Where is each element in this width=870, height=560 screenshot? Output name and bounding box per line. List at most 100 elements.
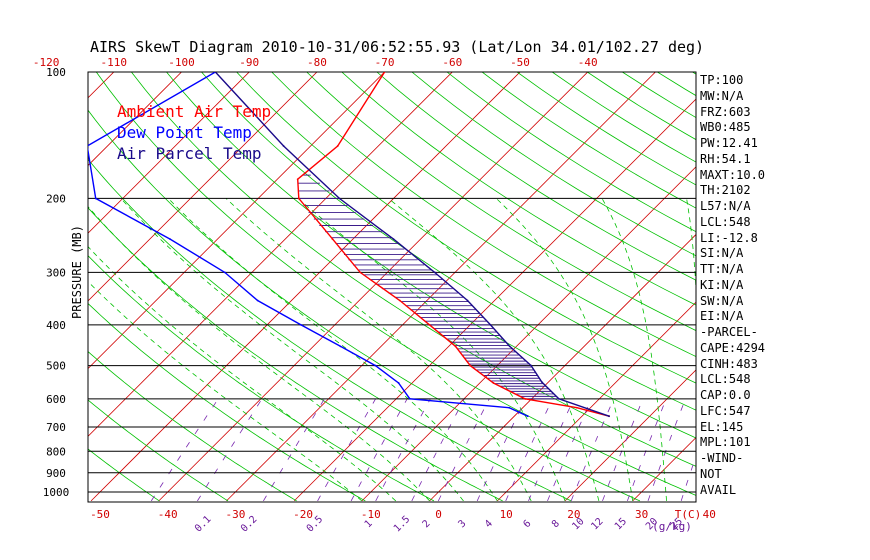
temp-tick-label: 30 <box>635 508 648 521</box>
isotherm-line <box>88 72 115 99</box>
mixing-ratio-line <box>647 398 686 502</box>
series-point <box>557 397 560 400</box>
index-item: MPL:101 <box>700 435 751 450</box>
legend-dewpoint: Dew Point Temp <box>117 123 252 142</box>
moist-adiabat <box>168 198 498 502</box>
isotherm-line <box>88 72 183 167</box>
isotherm-line <box>361 166 696 502</box>
chart-title: AIRS SkewT Diagram 2010-10-31/06:52:55.9… <box>90 38 704 56</box>
isotherm-line <box>836 53 870 501</box>
series-point <box>300 323 302 326</box>
pressure-tick-label: 500 <box>46 360 66 373</box>
top-temp-tick-label: -90 <box>239 56 259 69</box>
moist-adiabat <box>686 198 696 297</box>
mixing-ratio-label: 2 <box>421 518 433 530</box>
index-item: AVAIL <box>700 482 737 497</box>
pressure-tick-label: 600 <box>46 393 66 406</box>
index-item: RH:54.1 <box>700 151 751 166</box>
index-item: TH:2102 <box>700 183 751 198</box>
index-item: LI:-12.8 <box>700 230 758 245</box>
series-point <box>526 415 529 418</box>
pressure-tick-label: 700 <box>46 421 66 434</box>
index-item: PW:12.41 <box>700 136 758 150</box>
index-item: L57:N/A <box>700 199 751 213</box>
series-point <box>383 72 386 73</box>
dry-adiabat <box>88 399 229 502</box>
moist-adiabat <box>601 198 667 501</box>
isotherm-line <box>88 72 250 234</box>
mixing-ratio-label: 6 <box>522 518 534 530</box>
series-point <box>489 323 492 326</box>
indices-panel: TP:100 MW:N/A FRZ:603 WB0:485 PW:12.41 RH:54.… <box>700 73 765 498</box>
dry-adiabat <box>691 72 696 75</box>
index-item: LCL:548 <box>700 372 751 387</box>
dry-adiabat <box>95 72 696 496</box>
index-item: TT:N/A <box>700 262 744 276</box>
pressure-tick-label: 1000 <box>43 486 70 499</box>
index-item: WB0:485 <box>700 120 751 135</box>
top-temp-tick-label: -110 <box>101 56 128 69</box>
dry-adiabat <box>551 72 696 163</box>
series-point <box>428 323 431 326</box>
index-item: CAPE:4294 <box>700 340 766 355</box>
series-point <box>492 382 495 384</box>
dry-adiabat <box>200 72 696 411</box>
index-item: EL:145 <box>700 419 744 434</box>
dry-adiabat <box>411 72 696 257</box>
top-temp-tick-label: -50 <box>510 56 530 69</box>
pressure-tick-label: 300 <box>46 266 66 279</box>
series-point <box>466 299 469 302</box>
series-point <box>508 406 511 409</box>
series-point <box>297 197 300 200</box>
mixing-ratio-label: 1.5 <box>392 514 413 535</box>
mixing-ratio-line <box>375 398 431 502</box>
dry-adiabat <box>88 302 366 502</box>
moist-adiabat <box>225 198 532 502</box>
mixing-ratio-label: 4 <box>483 518 495 530</box>
series-point <box>392 238 395 241</box>
series-point <box>88 145 89 147</box>
series-point <box>408 397 411 400</box>
pressure-tick-label: 900 <box>46 467 66 480</box>
mixing-ratio-line <box>150 398 219 502</box>
temp-unit-label: T(C) <box>675 508 702 521</box>
series-point <box>256 299 259 302</box>
pressure-tick-label: 800 <box>46 445 66 458</box>
mixing-ratio-unit-label: (g/kg) <box>652 520 692 533</box>
series-point <box>339 345 342 348</box>
moist-adiabat <box>388 198 600 502</box>
y-axis-label: PRESSURE (MB) <box>70 225 84 319</box>
index-item: LFC:547 <box>700 403 751 418</box>
dry-adiabat <box>88 448 160 502</box>
index-item: LCL:548 <box>700 214 751 229</box>
dry-adiabat <box>88 109 641 502</box>
index-item: MAXT:10.0 <box>700 167 766 182</box>
top-temp-tick-label: -80 <box>307 56 327 69</box>
mixing-ratio-label: 12 <box>589 516 605 532</box>
series-point <box>469 364 472 367</box>
series-line-2 <box>214 72 610 417</box>
top-temp-tick-label: -100 <box>168 56 195 69</box>
dry-adiabat <box>306 72 696 332</box>
plot-frame <box>87 71 697 503</box>
series-point <box>540 381 543 383</box>
dry-adiabat <box>764 53 870 501</box>
index-item: -PARCEL- <box>700 325 758 339</box>
dry-adiabat <box>88 158 572 502</box>
isotherm-line <box>90 72 521 502</box>
temp-tick-label: -20 <box>293 508 313 521</box>
temp-tick-label: 0 <box>435 508 442 521</box>
mixing-ratio-line <box>350 398 408 502</box>
index-item: SW:N/A <box>700 293 744 308</box>
temp-tick-label: 40 <box>703 508 716 521</box>
series-point <box>169 238 171 241</box>
legend-ambient: Ambient Air Temp <box>117 102 271 121</box>
moist-adiabat <box>120 198 464 502</box>
series-point <box>608 415 610 418</box>
pressure-tick-label: 100 <box>46 66 66 79</box>
index-item: MW:N/A <box>700 88 744 103</box>
temp-tick-label: -10 <box>361 508 381 521</box>
series-point <box>223 271 226 274</box>
pressure-tick-label: 200 <box>46 192 66 205</box>
moist-adiabat <box>88 246 397 502</box>
